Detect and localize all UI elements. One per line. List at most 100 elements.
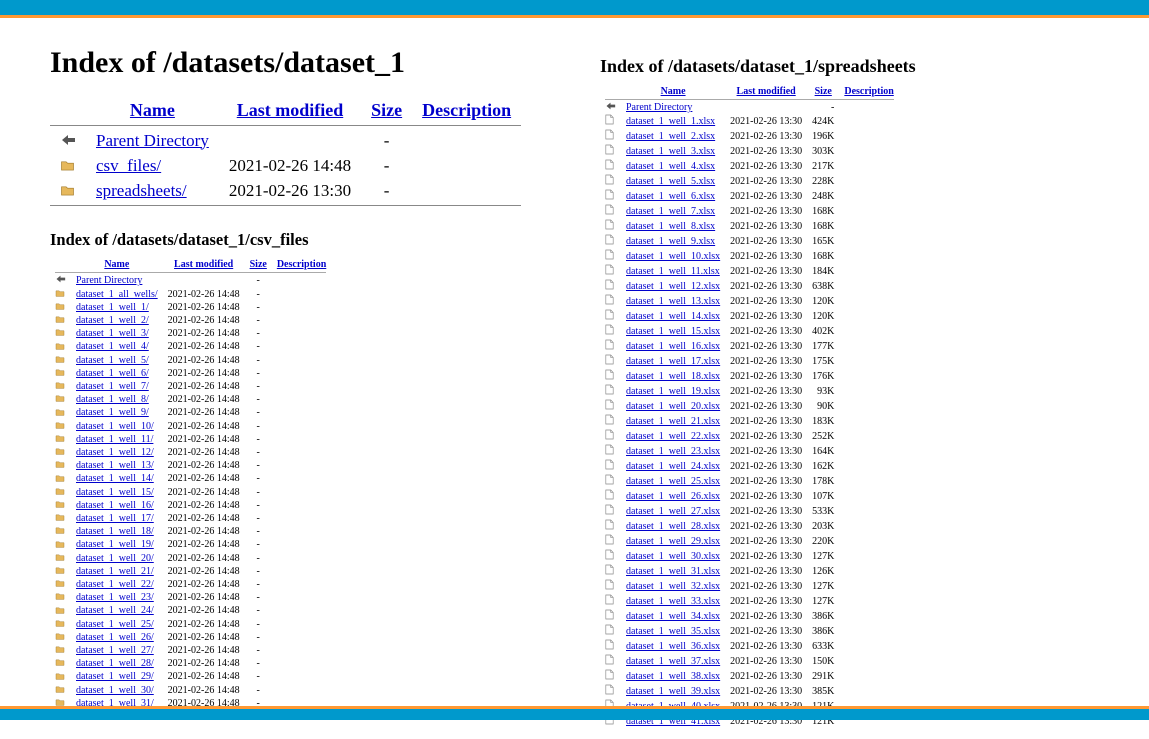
file-link[interactable]: dataset_1_well_35.xlsx	[626, 626, 720, 637]
table-row: dataset_1_well_24/2021-02-26 14:48-	[50, 604, 331, 617]
table-row: dataset_1_well_39.xlsx2021-02-26 13:3038…	[600, 684, 899, 699]
file-link[interactable]: dataset_1_well_6.xlsx	[626, 191, 715, 202]
file-link[interactable]: dataset_1_well_25.xlsx	[626, 476, 720, 487]
folder-link[interactable]: dataset_1_well_4/	[76, 341, 149, 352]
file-link[interactable]: dataset_1_well_33.xlsx	[626, 596, 720, 607]
folder-link[interactable]: dataset_1_well_19/	[76, 539, 154, 550]
file-link[interactable]: dataset_1_well_27.xlsx	[626, 506, 720, 517]
folder-link[interactable]: dataset_1_well_25/	[76, 619, 154, 630]
file-icon	[605, 549, 614, 564]
file-link[interactable]: dataset_1_well_3.xlsx	[626, 146, 715, 157]
file-link[interactable]: dataset_1_well_18.xlsx	[626, 371, 720, 382]
folder-link[interactable]: dataset_1_well_28/	[76, 658, 154, 669]
file-link[interactable]: dataset_1_well_7.xlsx	[626, 206, 715, 217]
file-icon	[605, 264, 614, 279]
parent-directory-link[interactable]: Parent Directory	[76, 275, 142, 286]
file-link[interactable]: dataset_1_well_1.xlsx	[626, 116, 715, 127]
parent-directory-link[interactable]: Parent Directory	[96, 131, 209, 150]
col-description[interactable]: Description	[844, 86, 893, 97]
file-link[interactable]: dataset_1_well_29.xlsx	[626, 536, 720, 547]
col-name[interactable]: Name	[104, 259, 129, 270]
col-description[interactable]: Description	[277, 259, 326, 270]
modified-cell: 2021-02-26 13:30	[725, 624, 807, 639]
file-link[interactable]: dataset_1_well_14.xlsx	[626, 311, 720, 322]
file-link[interactable]: dataset_1_well_5.xlsx	[626, 176, 715, 187]
folder-link[interactable]: dataset_1_well_5/	[76, 355, 149, 366]
parent-directory-link[interactable]: Parent Directory	[626, 102, 692, 113]
file-link[interactable]: dataset_1_well_26.xlsx	[626, 491, 720, 502]
folder-link[interactable]: dataset_1_well_8/	[76, 394, 149, 405]
modified-cell: 2021-02-26 13:30	[725, 339, 807, 354]
file-link[interactable]: dataset_1_well_39.xlsx	[626, 686, 720, 697]
col-size[interactable]: Size	[815, 86, 832, 97]
file-link[interactable]: dataset_1_well_9.xlsx	[626, 236, 715, 247]
folder-link[interactable]: dataset_1_all_wells/	[76, 289, 158, 300]
folder-link[interactable]: dataset_1_well_20/	[76, 553, 154, 564]
folder-link[interactable]: dataset_1_well_16/	[76, 500, 154, 511]
file-link[interactable]: dataset_1_well_22.xlsx	[626, 431, 720, 442]
table-row: dataset_1_well_18/2021-02-26 14:48-	[50, 525, 331, 538]
folder-link[interactable]: dataset_1_well_27/	[76, 645, 154, 656]
file-link[interactable]: dataset_1_well_28.xlsx	[626, 521, 720, 532]
file-link[interactable]: dataset_1_well_24.xlsx	[626, 461, 720, 472]
folder-link[interactable]: dataset_1_well_1/	[76, 302, 149, 313]
folder-link[interactable]: spreadsheets/	[96, 181, 187, 200]
folder-link[interactable]: dataset_1_well_24/	[76, 605, 154, 616]
col-name[interactable]: Name	[130, 100, 175, 120]
folder-link[interactable]: dataset_1_well_26/	[76, 632, 154, 643]
folder-link[interactable]: dataset_1_well_17/	[76, 513, 154, 524]
folder-link[interactable]: dataset_1_well_12/	[76, 447, 154, 458]
file-link[interactable]: dataset_1_well_38.xlsx	[626, 671, 720, 682]
file-icon	[605, 624, 614, 639]
file-link[interactable]: dataset_1_well_37.xlsx	[626, 656, 720, 667]
col-last-modified[interactable]: Last modified	[237, 100, 344, 120]
file-link[interactable]: dataset_1_well_34.xlsx	[626, 611, 720, 622]
file-link[interactable]: dataset_1_well_20.xlsx	[626, 401, 720, 412]
file-link[interactable]: dataset_1_well_19.xlsx	[626, 386, 720, 397]
file-link[interactable]: dataset_1_well_31.xlsx	[626, 566, 720, 577]
file-link[interactable]: dataset_1_well_11.xlsx	[626, 266, 720, 277]
file-link[interactable]: dataset_1_well_4.xlsx	[626, 161, 715, 172]
folder-link[interactable]: dataset_1_well_2/	[76, 315, 149, 326]
folder-link[interactable]: dataset_1_well_10/	[76, 421, 154, 432]
folder-link[interactable]: dataset_1_well_9/	[76, 407, 149, 418]
folder-link[interactable]: dataset_1_well_29/	[76, 671, 154, 682]
folder-link[interactable]: csv_files/	[96, 156, 161, 175]
folder-link[interactable]: dataset_1_well_18/	[76, 526, 154, 537]
folder-link[interactable]: dataset_1_well_13/	[76, 460, 154, 471]
col-size[interactable]: Size	[250, 259, 267, 270]
file-link[interactable]: dataset_1_well_12.xlsx	[626, 281, 720, 292]
col-description[interactable]: Description	[422, 100, 511, 120]
size-cell: -	[245, 644, 272, 657]
folder-link[interactable]: dataset_1_well_11/	[76, 434, 153, 445]
col-last-modified[interactable]: Last modified	[174, 259, 233, 270]
folder-link[interactable]: dataset_1_well_3/	[76, 328, 149, 339]
file-link[interactable]: dataset_1_well_13.xlsx	[626, 296, 720, 307]
file-link[interactable]: dataset_1_well_2.xlsx	[626, 131, 715, 142]
file-link[interactable]: dataset_1_well_17.xlsx	[626, 356, 720, 367]
size-cell: 127K	[807, 549, 839, 564]
folder-link[interactable]: dataset_1_well_21/	[76, 566, 154, 577]
file-link[interactable]: dataset_1_well_36.xlsx	[626, 641, 720, 652]
file-link[interactable]: dataset_1_well_32.xlsx	[626, 581, 720, 592]
file-link[interactable]: dataset_1_well_10.xlsx	[626, 251, 720, 262]
file-link[interactable]: dataset_1_well_16.xlsx	[626, 341, 720, 352]
file-link[interactable]: dataset_1_well_8.xlsx	[626, 221, 715, 232]
folder-link[interactable]: dataset_1_well_6/	[76, 368, 149, 379]
file-icon	[605, 324, 614, 339]
folder-link[interactable]: dataset_1_well_22/	[76, 579, 154, 590]
col-size[interactable]: Size	[371, 100, 402, 120]
modified-cell: 2021-02-26 13:30	[725, 399, 807, 414]
folder-link[interactable]: dataset_1_well_14/	[76, 473, 154, 484]
file-link[interactable]: dataset_1_well_21.xlsx	[626, 416, 720, 427]
folder-link[interactable]: dataset_1_well_7/	[76, 381, 149, 392]
file-link[interactable]: dataset_1_well_30.xlsx	[626, 551, 720, 562]
file-link[interactable]: dataset_1_well_15.xlsx	[626, 326, 720, 337]
file-link[interactable]: dataset_1_well_23.xlsx	[626, 446, 720, 457]
folder-link[interactable]: dataset_1_well_30/	[76, 685, 154, 696]
col-last-modified[interactable]: Last modified	[737, 86, 796, 97]
col-name[interactable]: Name	[661, 86, 686, 97]
folder-link[interactable]: dataset_1_well_23/	[76, 592, 154, 603]
back-icon	[55, 274, 66, 287]
folder-link[interactable]: dataset_1_well_15/	[76, 487, 154, 498]
